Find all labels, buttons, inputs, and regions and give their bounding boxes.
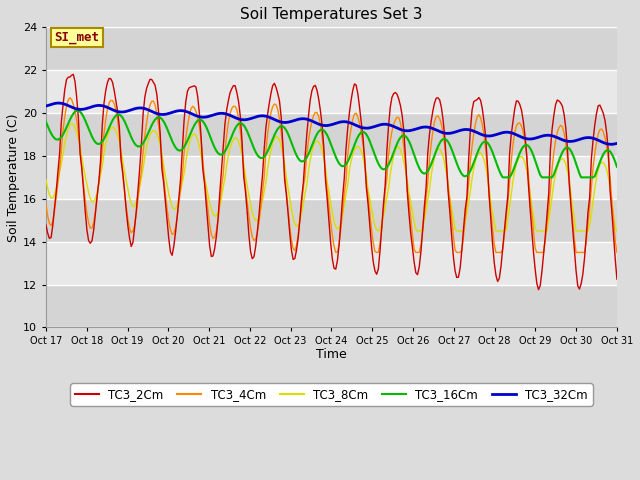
TC3_4Cm [42,202,50,208]
TC3_16Cm [170,142,178,147]
TC3_32Cm [518,134,525,140]
TC3_2Cm [534,287,542,292]
TC3_16Cm [519,144,527,150]
TC3_2Cm [42,222,50,228]
TC3_2Cm [170,243,178,249]
TC3_2Cm [364,202,372,207]
TC3_32Cm [49,101,57,107]
Bar [46,27,617,70]
TC3_16Cm [49,133,57,139]
TC3_2Cm [69,72,77,77]
Bar [46,113,617,156]
TC3_8Cm [374,228,382,234]
TC3_4Cm [214,216,222,222]
Bar [46,285,617,327]
TC3_16Cm [42,119,50,125]
TC3_32Cm [42,103,50,109]
TC3_8Cm [364,187,372,193]
TC3_32Cm [214,111,222,117]
X-axis label: Time: Time [316,348,347,361]
TC3_8Cm [49,195,57,201]
Line: TC3_2Cm: TC3_2Cm [46,74,617,289]
Line: TC3_8Cm: TC3_8Cm [46,123,617,231]
TC3_8Cm [68,120,76,126]
TC3_4Cm [513,123,520,129]
TC3_32Cm [608,142,616,147]
TC3_4Cm [170,231,178,237]
TC3_16Cm [499,175,507,180]
TC3_16Cm [513,159,520,165]
Line: TC3_4Cm: TC3_4Cm [46,98,617,252]
TC3_32Cm [170,109,178,115]
TC3_8Cm [613,228,621,234]
TC3_32Cm [511,131,518,137]
TC3_8Cm [513,161,520,167]
TC3_2Cm [49,222,57,228]
Line: TC3_16Cm: TC3_16Cm [46,110,617,178]
TC3_2Cm [511,106,518,112]
TC3_2Cm [518,107,525,113]
TC3_8Cm [170,206,178,212]
TC3_4Cm [364,193,372,199]
Bar [46,199,617,242]
TC3_16Cm [613,164,621,170]
TC3_32Cm [364,125,372,131]
TC3_4Cm [519,129,527,135]
TC3_16Cm [214,150,222,156]
TC3_4Cm [372,250,380,255]
TC3_2Cm [214,215,222,221]
Title: Soil Temperatures Set 3: Soil Temperatures Set 3 [240,7,422,22]
TC3_8Cm [42,177,50,182]
Y-axis label: Soil Temperature (C): Soil Temperature (C) [7,113,20,241]
TC3_32Cm [613,141,621,146]
TC3_4Cm [66,95,74,101]
TC3_2Cm [613,276,621,282]
TC3_8Cm [519,156,527,161]
TC3_4Cm [49,218,57,224]
TC3_16Cm [364,134,372,140]
TC3_8Cm [214,209,222,215]
TC3_32Cm [54,100,62,106]
Legend: TC3_2Cm, TC3_4Cm, TC3_8Cm, TC3_16Cm, TC3_32Cm: TC3_2Cm, TC3_4Cm, TC3_8Cm, TC3_16Cm, TC3… [70,383,593,406]
Text: SI_met: SI_met [54,31,100,44]
TC3_4Cm [613,250,621,255]
TC3_16Cm [74,108,82,113]
Line: TC3_32Cm: TC3_32Cm [46,103,617,144]
